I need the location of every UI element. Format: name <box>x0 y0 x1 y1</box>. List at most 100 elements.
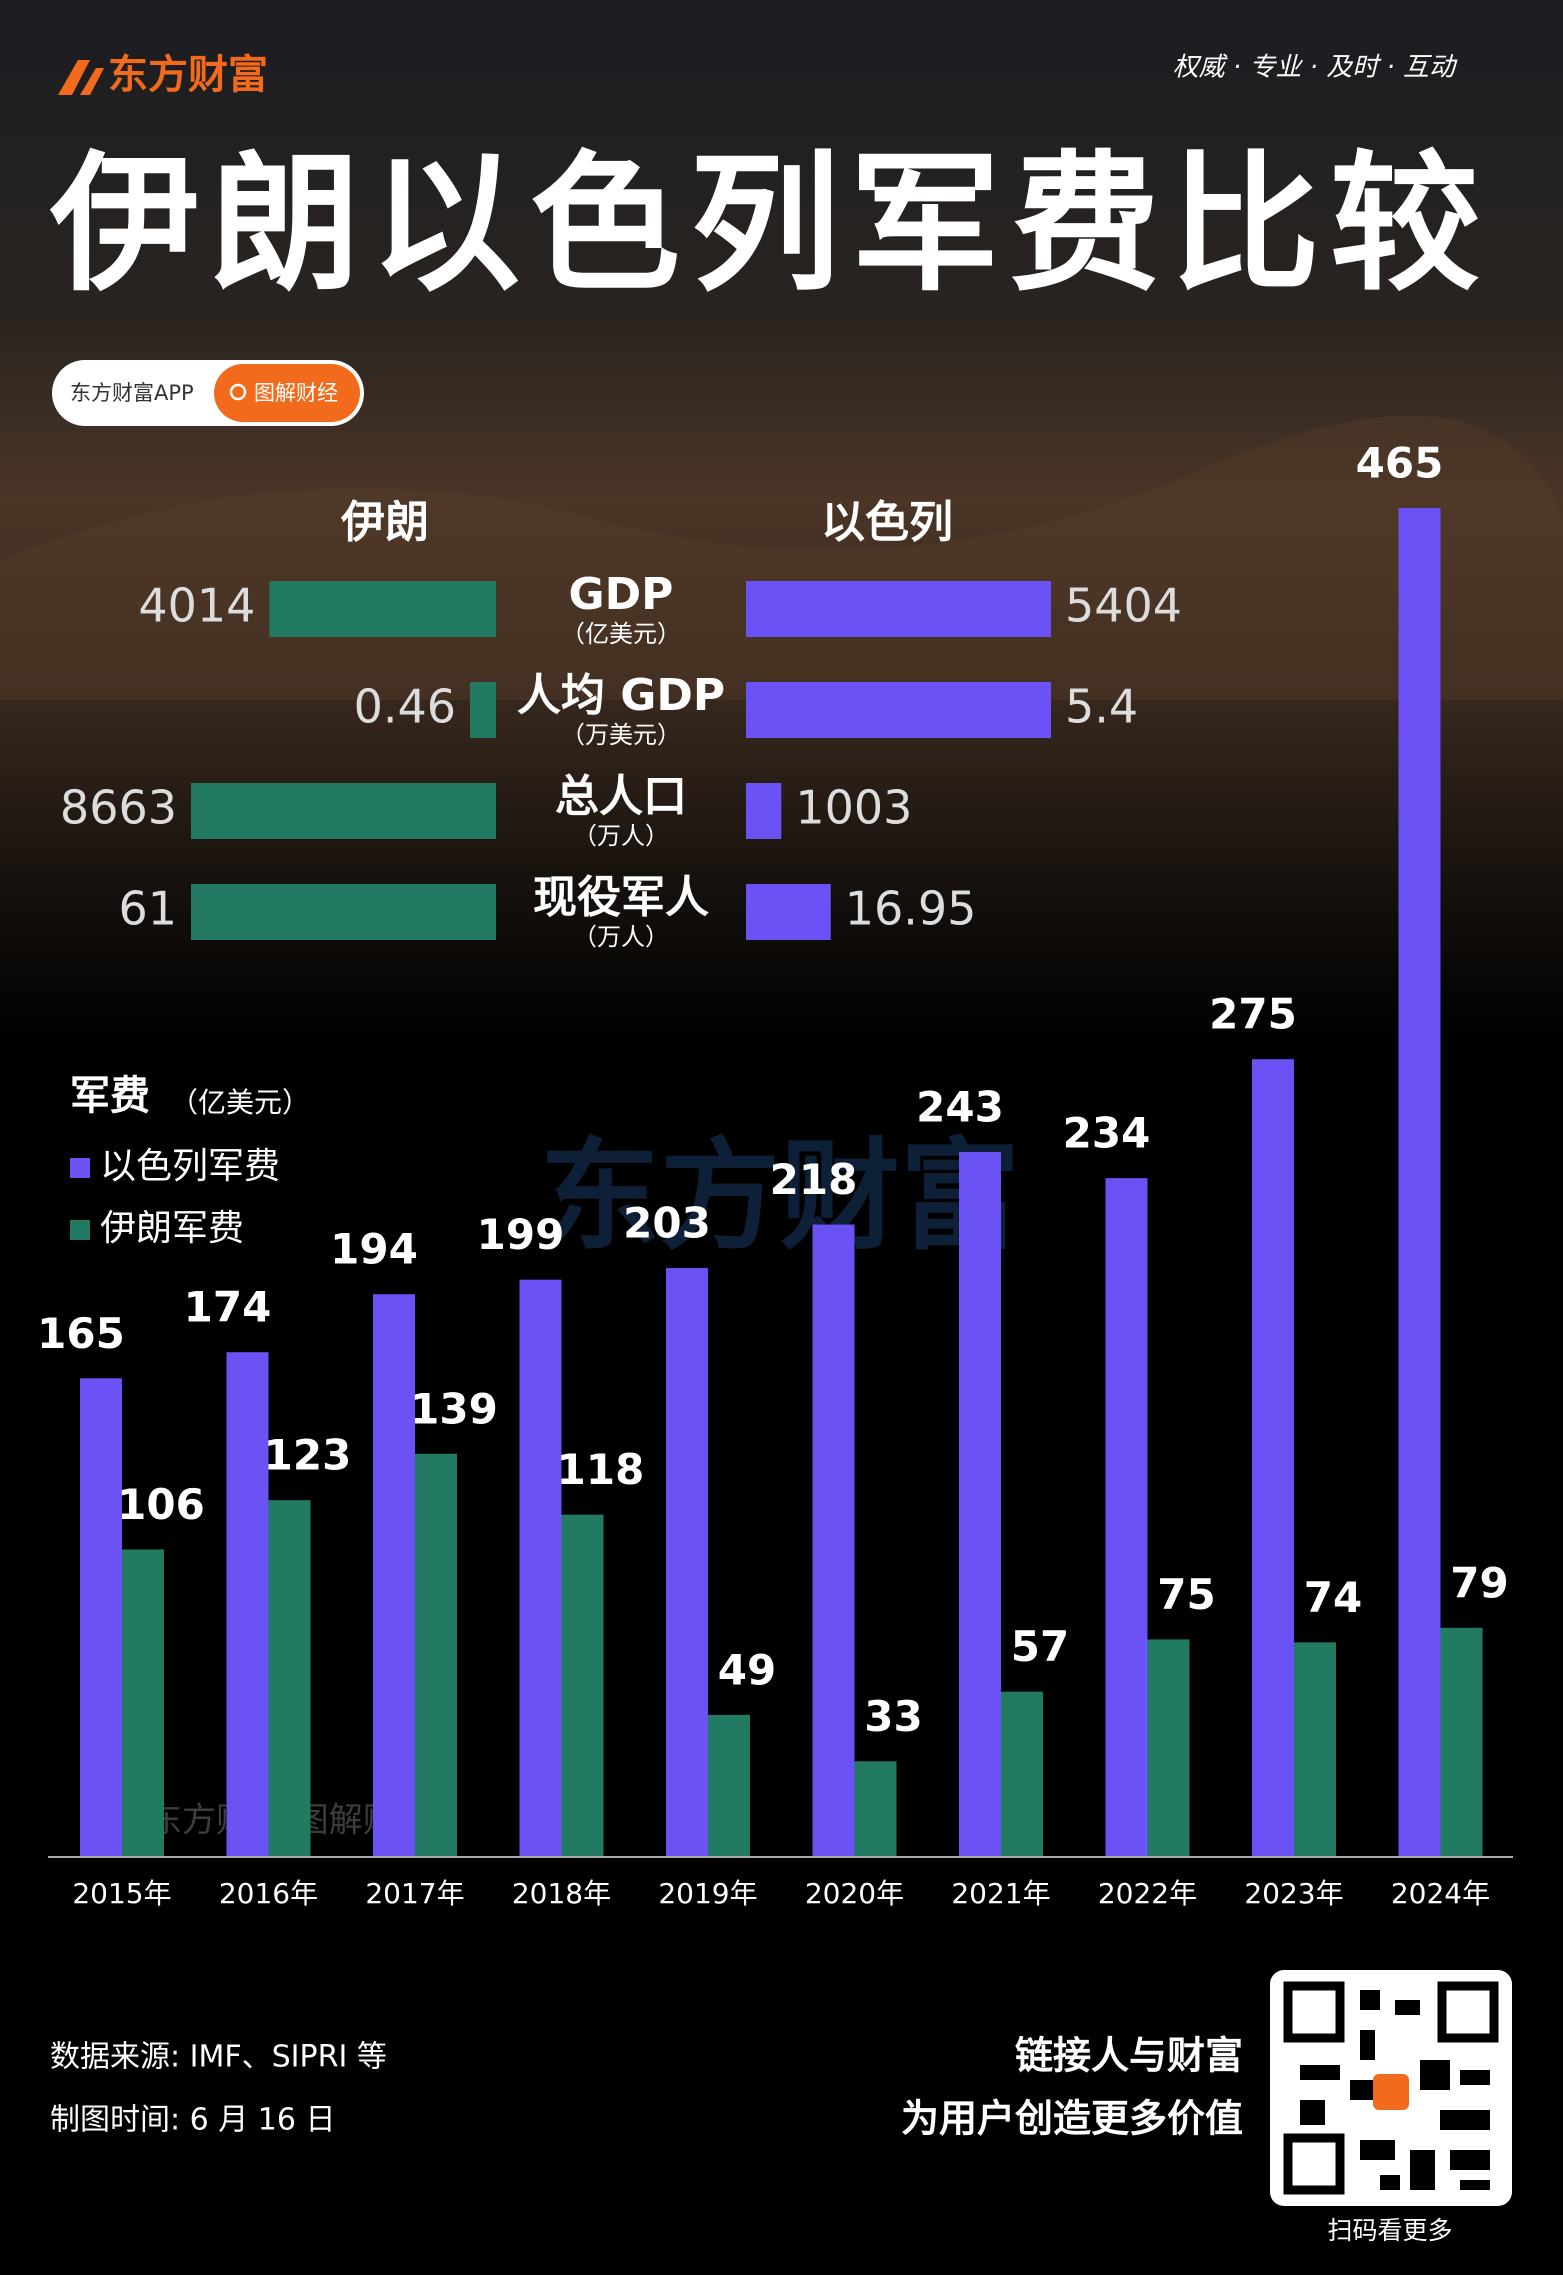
value-label: 243 <box>916 1083 1004 1132</box>
qr-code[interactable] <box>1270 1970 1512 2206</box>
legend-label: 以色列军费 <box>100 1146 280 1187</box>
date: 制图时间: 6 月 16 日 <box>50 2103 336 2138</box>
legend-swatch <box>70 1220 90 1240</box>
bar <box>812 1224 855 1857</box>
bar <box>746 581 1051 637</box>
value-label: 118 <box>557 1445 645 1494</box>
legend-title: 以色列 <box>821 497 953 548</box>
x-tick-label: 2023年 <box>1244 1877 1343 1910</box>
value-label: 199 <box>477 1210 565 1259</box>
unit-label: （亿美元） <box>170 1086 310 1119</box>
bar <box>1252 1059 1294 1857</box>
qr-caption: 扫码看更多 <box>1327 2216 1452 2245</box>
value-label: 203 <box>623 1199 711 1248</box>
value-label: 4014 <box>138 579 255 633</box>
value-label: 74 <box>1304 1573 1362 1622</box>
unit-label: （万人） <box>573 923 669 951</box>
x-tick-label: 2020年 <box>805 1877 904 1910</box>
bar <box>708 1714 750 1857</box>
value-label: 234 <box>1063 1109 1151 1158</box>
logo: 东方财富 <box>108 52 268 98</box>
value-label: 61 <box>118 882 177 936</box>
value-label: 106 <box>117 1480 205 1529</box>
x-tick-label: 2015年 <box>72 1877 171 1910</box>
category-label: 总人口 <box>555 771 687 822</box>
bar <box>519 1279 562 1857</box>
bar <box>191 783 496 839</box>
value-label: 5.4 <box>1065 680 1138 734</box>
value-label: 75 <box>1157 1570 1215 1619</box>
x-tick-label: 2019年 <box>658 1877 757 1910</box>
qr-finder <box>1283 1981 1345 2043</box>
category-label: GDP <box>569 569 674 620</box>
search-pill[interactable] <box>214 364 360 422</box>
main-title: 伊朗以色列军费比较 <box>49 138 1480 312</box>
legend-title: 伊朗 <box>340 497 429 548</box>
qr-logo <box>1373 2074 1409 2110</box>
value-label: 0.46 <box>354 680 456 734</box>
x-tick-label: 2022年 <box>1098 1877 1197 1910</box>
app-name: 东方财富APP <box>70 381 194 405</box>
bar <box>1440 1627 1483 1857</box>
bar <box>1105 1178 1148 1857</box>
x-tick-label: 2024年 <box>1391 1877 1490 1910</box>
watermark: 东方财富 <box>540 1128 1020 1267</box>
unit-label: （万人） <box>573 822 669 850</box>
value-label: 1003 <box>795 781 912 835</box>
search-icon <box>229 383 247 401</box>
value-label: 16.95 <box>845 882 977 936</box>
bar <box>746 884 831 940</box>
bar <box>1001 1691 1043 1857</box>
value-label: 33 <box>864 1692 922 1741</box>
source: 数据来源: IMF、SIPRI 等 <box>50 2040 387 2075</box>
bar <box>226 1352 269 1857</box>
x-tick-label: 2016年 <box>219 1877 318 1910</box>
x-tick-label: 2021年 <box>951 1877 1050 1910</box>
x-tick-label: 2018年 <box>512 1877 611 1910</box>
value-label: 49 <box>718 1645 776 1694</box>
bar <box>1294 1642 1336 1857</box>
bar <box>191 884 496 940</box>
bar <box>269 581 496 637</box>
x-tick-label: 2017年 <box>365 1877 464 1910</box>
slogan: 为用户创造更多价值 <box>901 2097 1243 2141</box>
search-label: 图解财经 <box>254 381 338 405</box>
bar <box>80 1378 122 1857</box>
bar <box>470 682 496 738</box>
qr-finder <box>1283 2133 1345 2195</box>
value-label: 465 <box>1356 439 1444 488</box>
value-label: 165 <box>37 1309 125 1358</box>
qr-finder <box>1437 1981 1499 2043</box>
slogan: 链接人与财富 <box>1015 2034 1243 2078</box>
bar <box>122 1549 164 1857</box>
chart-title: 军费 <box>70 1073 150 1119</box>
legend-label: 伊朗军费 <box>100 1208 244 1249</box>
bar <box>959 1152 1001 1857</box>
bar <box>373 1294 415 1857</box>
bar <box>854 1761 897 1857</box>
legend-swatch <box>70 1158 90 1178</box>
value-label: 8663 <box>60 781 177 835</box>
category-label: 现役军人 <box>533 872 709 923</box>
value-label: 139 <box>410 1384 498 1433</box>
value-label: 5404 <box>1065 579 1182 633</box>
bar <box>746 783 782 839</box>
bar <box>268 1500 311 1857</box>
bar <box>1398 508 1441 1857</box>
value-label: 123 <box>264 1431 352 1480</box>
bar <box>561 1514 604 1857</box>
category-label: 人均 GDP <box>517 670 725 721</box>
bar <box>415 1453 457 1857</box>
bar <box>1147 1639 1190 1857</box>
value-label: 194 <box>330 1225 418 1274</box>
bar <box>746 682 1051 738</box>
qr-modules <box>1300 1990 1490 2190</box>
value-label: 174 <box>184 1283 272 1332</box>
value-label: 218 <box>770 1155 858 1204</box>
logo-icon <box>58 60 104 95</box>
bar <box>666 1268 708 1857</box>
value-label: 57 <box>1011 1622 1069 1671</box>
value-label: 79 <box>1450 1558 1508 1607</box>
